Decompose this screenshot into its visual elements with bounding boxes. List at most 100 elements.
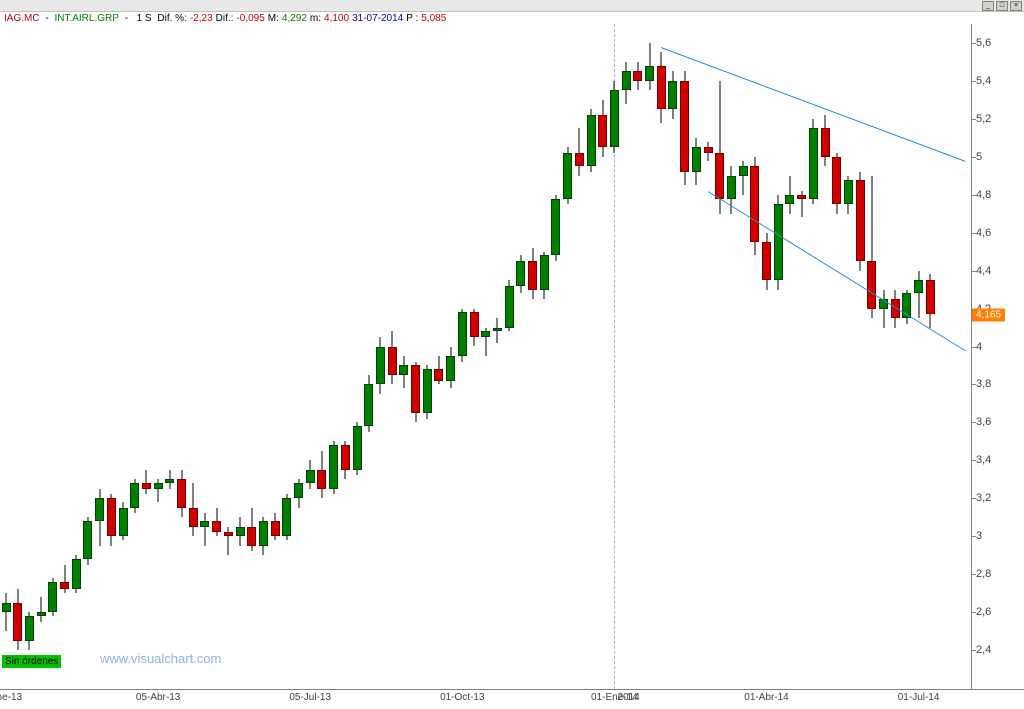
candle	[774, 24, 783, 669]
candle	[130, 24, 139, 669]
y-tick-label: 3	[976, 530, 982, 542]
candle	[622, 24, 631, 669]
y-tick-label: 3,4	[976, 454, 991, 466]
candle	[154, 24, 163, 669]
candle	[48, 24, 57, 669]
y-tick-label: 3,2	[976, 492, 991, 504]
chart-header: IAG.MC - INT.AIRL.GRP - 1 S Dif. %: -2,2…	[0, 12, 1024, 24]
candle	[540, 24, 549, 669]
sep: -	[122, 13, 131, 24]
close-button[interactable]: ×	[1010, 1, 1022, 11]
candle	[107, 24, 116, 669]
candle	[434, 24, 443, 669]
y-tick-label: 4,6	[976, 227, 991, 239]
candle	[739, 24, 748, 669]
candle	[458, 24, 467, 669]
candle	[306, 24, 315, 669]
candle	[598, 24, 607, 669]
price-tag: 4,165	[972, 309, 1005, 322]
orders-status: Sin órdenes	[2, 655, 61, 668]
candle	[200, 24, 209, 669]
y-tick-label: 5,4	[976, 75, 991, 87]
y-tick-label: 4,8	[976, 189, 991, 201]
sep: -	[43, 13, 52, 24]
date: 31-07-2014	[352, 13, 403, 24]
candle	[563, 24, 572, 669]
symbol: IAG.MC	[4, 13, 40, 24]
candle	[516, 24, 525, 669]
candle	[821, 24, 830, 669]
candle	[470, 24, 479, 669]
candle	[493, 24, 502, 669]
candle	[551, 24, 560, 669]
dif-label: Dif.:	[216, 13, 234, 24]
x-axis: 2014Ene-1305-Abr-1305-Jul-1301-Oct-1301-…	[0, 689, 1024, 709]
candle	[657, 24, 666, 669]
y-tick-label: 2,4	[976, 644, 991, 656]
candle	[399, 24, 408, 669]
candle	[353, 24, 362, 669]
candle	[376, 24, 385, 669]
candle	[236, 24, 245, 669]
candle	[142, 24, 151, 669]
x-tick-label: 05-Abr-13	[136, 692, 180, 703]
x-tick-label: 05-Jul-13	[289, 692, 331, 703]
y-tick-label: 2,8	[976, 568, 991, 580]
watermark: www.visualchart.com	[100, 651, 221, 666]
candle	[165, 24, 174, 669]
candle	[83, 24, 92, 669]
candle	[37, 24, 46, 669]
chart-area[interactable]: Sin órdeneswww.visualchart.com 2,42,62,8…	[0, 24, 1024, 689]
candle	[668, 24, 677, 669]
candle	[505, 24, 514, 669]
candle	[587, 24, 596, 669]
candle	[317, 24, 326, 669]
candle	[25, 24, 34, 669]
y-tick-label: 3,8	[976, 378, 991, 390]
y-tick-label: 3,6	[976, 416, 991, 428]
y-axis: 2,42,62,833,23,43,63,844,24,44,64,855,25…	[972, 24, 1024, 689]
candle	[60, 24, 69, 669]
candle	[388, 24, 397, 669]
candle	[329, 24, 338, 669]
maximize-button[interactable]: □	[996, 1, 1008, 11]
x-tick-label: 01-Abr-14	[744, 692, 788, 703]
candle	[750, 24, 759, 669]
candle	[294, 24, 303, 669]
difpct-value: -2,23	[190, 13, 213, 24]
min-label: m:	[310, 13, 321, 24]
candle	[867, 24, 876, 669]
min-value: 4,100	[324, 13, 349, 24]
candle	[902, 24, 911, 669]
candle	[762, 24, 771, 669]
candle	[692, 24, 701, 669]
plot-region[interactable]: Sin órdenes www.visualchart.com	[0, 24, 972, 689]
max-value: 4,292	[282, 13, 307, 24]
candle	[364, 24, 373, 669]
candle	[797, 24, 806, 669]
dif-value: -0,095	[236, 13, 264, 24]
candle	[481, 24, 490, 669]
minimize-button[interactable]: _	[982, 1, 994, 11]
candle	[271, 24, 280, 669]
instrument-name: INT.AIRL.GRP	[54, 13, 118, 24]
candle	[610, 24, 619, 669]
candle	[282, 24, 291, 669]
candle	[2, 24, 11, 669]
difpct-label: Dif. %:	[157, 13, 186, 24]
y-tick-label: 5,2	[976, 113, 991, 125]
interval: 1 S	[134, 13, 155, 24]
candle	[575, 24, 584, 669]
candle	[680, 24, 689, 669]
candle	[259, 24, 268, 669]
candle	[212, 24, 221, 669]
candle	[879, 24, 888, 669]
titlebar: _ □ ×	[0, 0, 1024, 12]
candle	[926, 24, 935, 669]
y-tick-label: 4	[976, 341, 982, 353]
max-label: M:	[268, 13, 279, 24]
candle	[785, 24, 794, 669]
candle	[341, 24, 350, 669]
candle	[177, 24, 186, 669]
candle	[247, 24, 256, 669]
